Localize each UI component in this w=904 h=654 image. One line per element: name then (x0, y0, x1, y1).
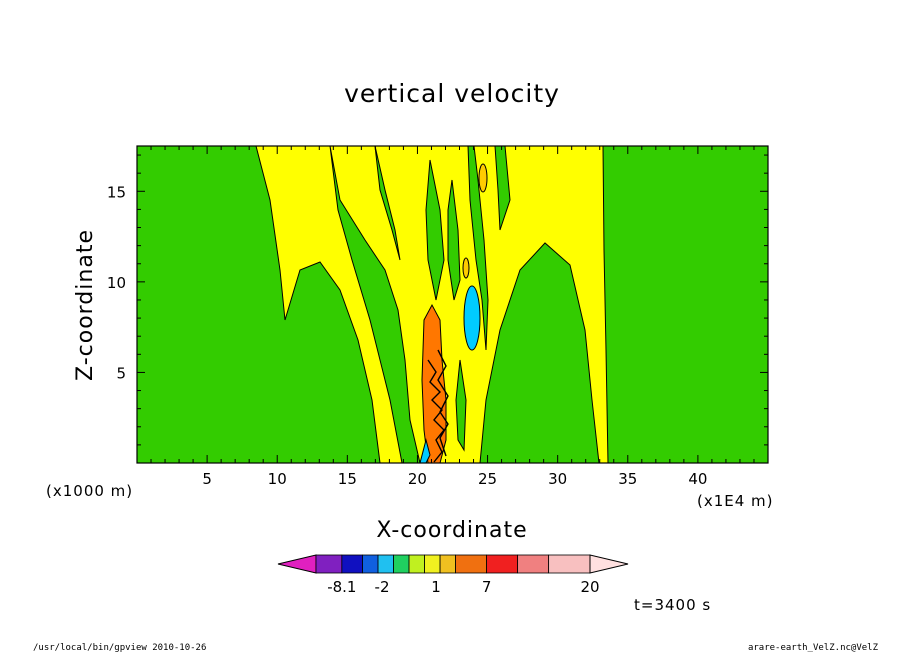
x-tick-label: 20 (408, 470, 427, 488)
colorbar-box (455, 554, 488, 574)
colorbar-box (548, 554, 591, 574)
x-tick-label: 10 (268, 470, 287, 488)
colorbar-labels: -8.1 -2 1 7 20 (327, 578, 599, 596)
footer-left: /usr/local/bin/gpview 2010-10-26 (33, 643, 207, 653)
x-units-left: (x1000 m) (46, 482, 133, 500)
contour-green-mid (374, 146, 401, 261)
contour-orange-core (421, 303, 447, 463)
colorbar-box (393, 554, 410, 574)
contour-cyan (463, 285, 481, 351)
colorbar-box (439, 554, 456, 574)
x-tick-label: 35 (618, 470, 637, 488)
y-tick-label: 5 (116, 364, 126, 382)
y-tick-label: 10 (107, 274, 126, 292)
x-tick-label: 15 (338, 470, 357, 488)
colorbar-box (341, 554, 363, 574)
x-units-right: (x1E4 m) (697, 492, 774, 510)
colorbar-label: 20 (580, 578, 599, 596)
colorbar-high-triangle (589, 554, 629, 574)
y-axis: 5 10 15 (107, 154, 768, 446)
colorbar-box (315, 554, 343, 574)
colorbar (277, 554, 629, 574)
colorbar-box (424, 554, 441, 574)
x-tick-label: 5 (202, 470, 212, 488)
chart-title: vertical velocity (344, 79, 560, 108)
x-axis-label: X-coordinate (376, 518, 527, 543)
colorbar-box (517, 554, 550, 574)
contour-gold-b (462, 257, 470, 279)
contour-green-core-a (425, 159, 445, 301)
footer-right: arare-earth_VelZ.nc@VelZ (747, 643, 878, 653)
x-tick-label: 30 (548, 470, 567, 488)
x-axis: 5 10 15 20 25 30 35 40 (150, 146, 755, 488)
x-tick-label: 25 (478, 470, 497, 488)
y-axis-label: Z-coordinate (73, 229, 98, 381)
contour-core-lines (427, 349, 449, 463)
colorbar-box (408, 554, 425, 574)
time-annotation: t=3400 s (634, 596, 711, 614)
colorbar-label: 7 (482, 578, 492, 596)
contour-green-left (329, 146, 421, 463)
contour-green-right2 (494, 146, 511, 231)
colorbar-box (486, 554, 519, 574)
plot-frame (136, 145, 769, 464)
colorbar-label: -2 (375, 578, 390, 596)
colorbar-low-triangle (277, 554, 317, 574)
contour-gold-a (478, 163, 488, 193)
contour-green-right (467, 146, 489, 351)
contour-cyan-base (419, 438, 431, 463)
y-tick-label: 15 (107, 183, 126, 201)
x-tick-label: 40 (688, 470, 707, 488)
colorbar-label: -8.1 (327, 578, 356, 596)
colorbar-box (377, 554, 394, 574)
contour-green-core-c (455, 359, 467, 452)
colorbar-box (362, 554, 379, 574)
plot-area (136, 145, 769, 464)
contour-green-core-b (447, 179, 461, 301)
colorbar-label: 1 (431, 578, 441, 596)
